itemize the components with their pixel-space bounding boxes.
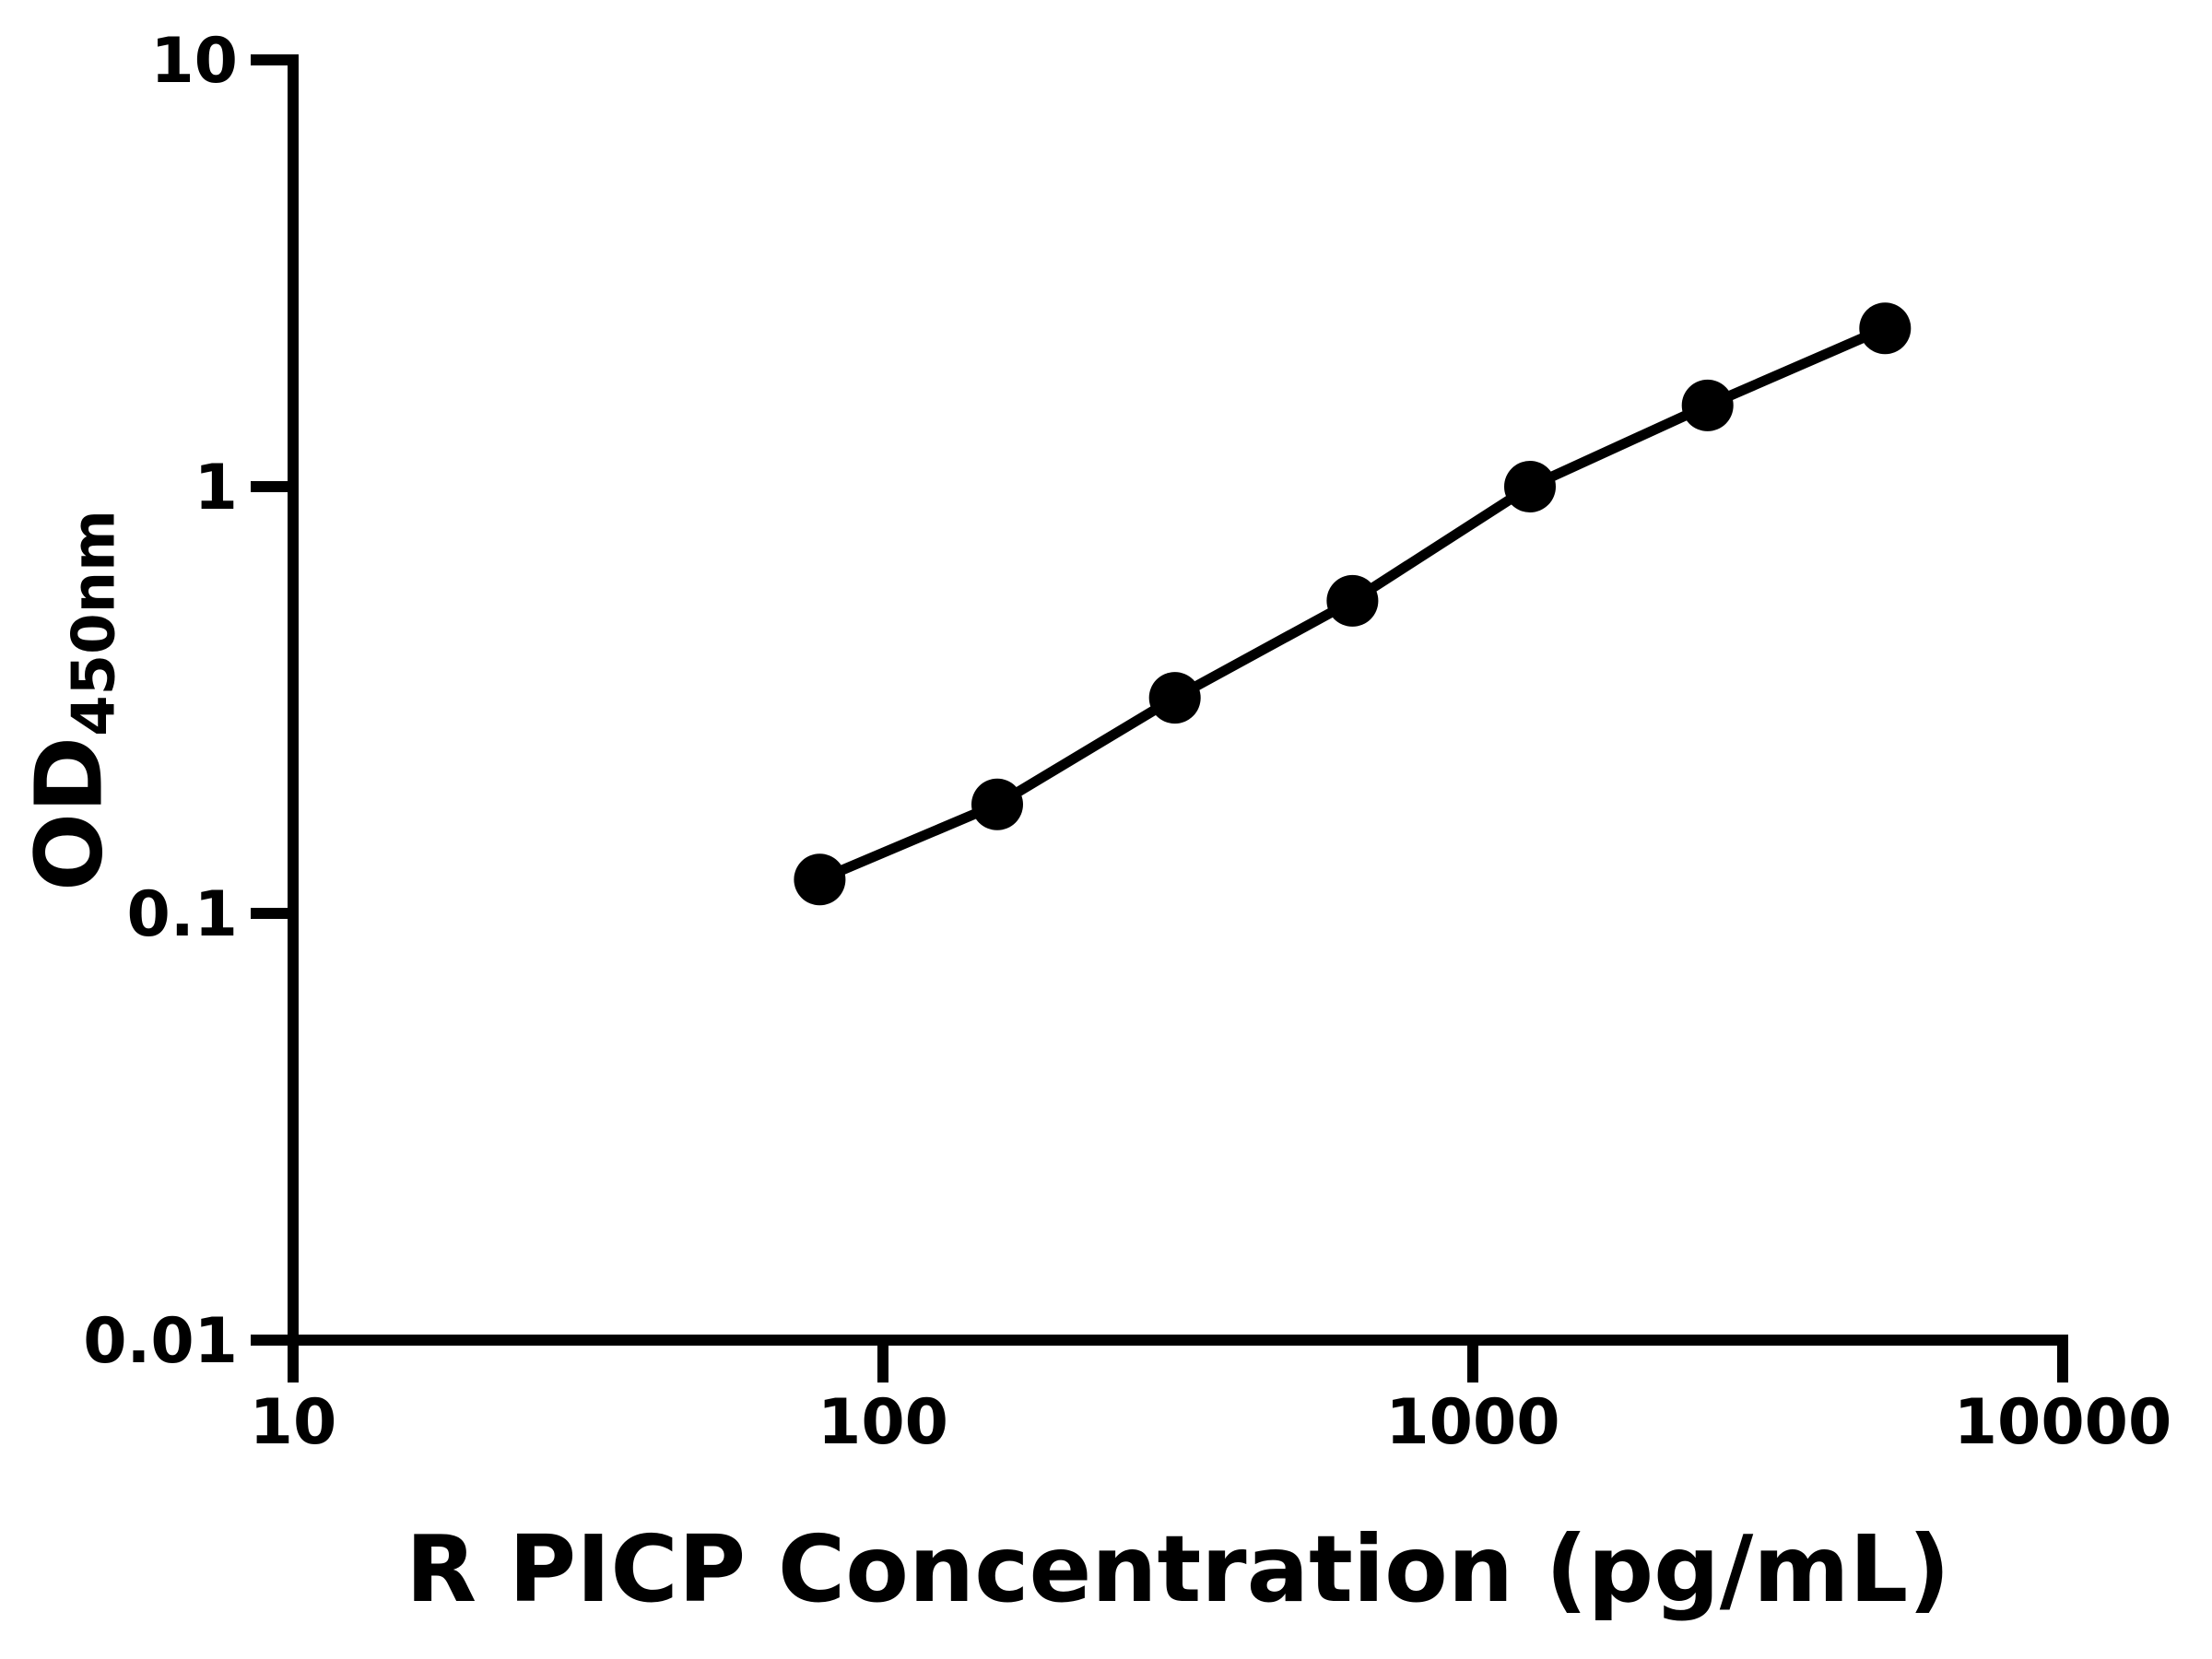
- data-point: [1504, 461, 1556, 512]
- y-tick-label: 1: [194, 452, 238, 524]
- data-point: [794, 853, 846, 906]
- axis-ticks: [251, 54, 2068, 1382]
- y-axis-title-sub: 450nm: [60, 510, 129, 736]
- y-axis-title: OD450nm: [16, 510, 129, 891]
- data-point: [1859, 302, 1912, 355]
- x-axis-title: R PICP Concentration (pg/mL): [256, 1521, 2100, 1618]
- data-point: [1681, 379, 1734, 431]
- data-point: [1148, 672, 1201, 724]
- data-series: [794, 302, 1912, 906]
- y-axis-title-main: OD: [15, 735, 124, 891]
- data-point: [1326, 574, 1379, 627]
- x-tick-label: 100: [818, 1386, 948, 1459]
- data-point: [971, 778, 1023, 830]
- x-tick-label: 10000: [1954, 1386, 2172, 1459]
- x-tick-label: 10: [250, 1386, 337, 1459]
- y-tick-label: 10: [150, 25, 238, 98]
- y-tick-label: 0.1: [127, 878, 238, 951]
- y-tick-label: 0.01: [83, 1305, 238, 1378]
- x-axis-title-text: R PICP Concentration (pg/mL): [406, 1515, 1950, 1623]
- x-tick-label: 1000: [1385, 1386, 1559, 1459]
